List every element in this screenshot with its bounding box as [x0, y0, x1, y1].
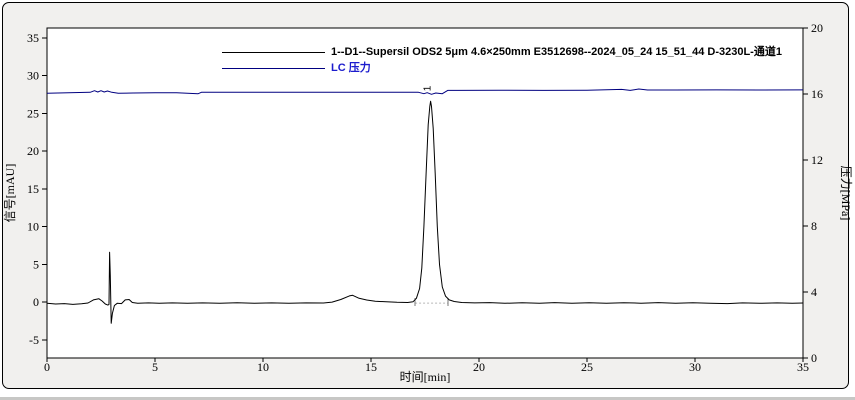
x-tick-label: 35	[797, 360, 809, 374]
legend-pressure-label: LC 压力	[331, 62, 371, 74]
y-left-tick-label: 5	[33, 257, 39, 271]
x-axis-title: 时间[min]	[400, 370, 451, 384]
y-right-tick-label: 8	[811, 219, 817, 233]
x-tick-label: 30	[689, 360, 701, 374]
y-left-tick-label: 35	[27, 31, 39, 45]
x-tick-label: 0	[44, 360, 50, 374]
y-left-tick-label: -5	[29, 333, 39, 347]
y-left-tick-label: 10	[27, 220, 39, 234]
x-tick-label: 20	[473, 360, 485, 374]
y-left-axis-title: 信号[mAU]	[3, 164, 17, 223]
legend: 1--D1--Supersil ODS2 5μm 4.6×250mm E3512…	[222, 44, 782, 76]
legend-item-signal: 1--D1--Supersil ODS2 5μm 4.6×250mm E3512…	[222, 44, 782, 60]
y-left-tick-label: 0	[33, 295, 39, 309]
y-right-axis-title: 压力[MPa]	[839, 166, 853, 221]
y-right-tick-label: 12	[811, 153, 823, 167]
x-tick-label: 10	[257, 360, 269, 374]
signal-trace	[46, 100, 804, 324]
legend-item-pressure: LC 压力	[222, 60, 782, 76]
bottom-edge	[0, 397, 855, 400]
y-right-tick-label: 20	[811, 21, 823, 35]
y-right-tick-label: 4	[811, 285, 817, 299]
x-tick-label: 5	[152, 360, 158, 374]
legend-signal-label: 1--D1--Supersil ODS2 5μm 4.6×250mm E3512…	[331, 46, 782, 58]
peak-number-label: 1	[423, 85, 434, 91]
y-right-tick-label: 0	[811, 351, 817, 365]
pressure-line-sample	[222, 67, 325, 69]
pressure-trace	[46, 88, 804, 95]
y-left-tick-label: 20	[27, 144, 39, 158]
x-tick-label: 25	[581, 360, 593, 374]
y-left-tick-label: 30	[27, 69, 39, 83]
y-left-tick-label: 25	[27, 106, 39, 120]
signal-line-sample	[222, 51, 325, 53]
y-left-tick-label: 15	[27, 182, 39, 196]
y-right-tick-label: 16	[811, 87, 823, 101]
x-tick-label: 15	[365, 360, 377, 374]
